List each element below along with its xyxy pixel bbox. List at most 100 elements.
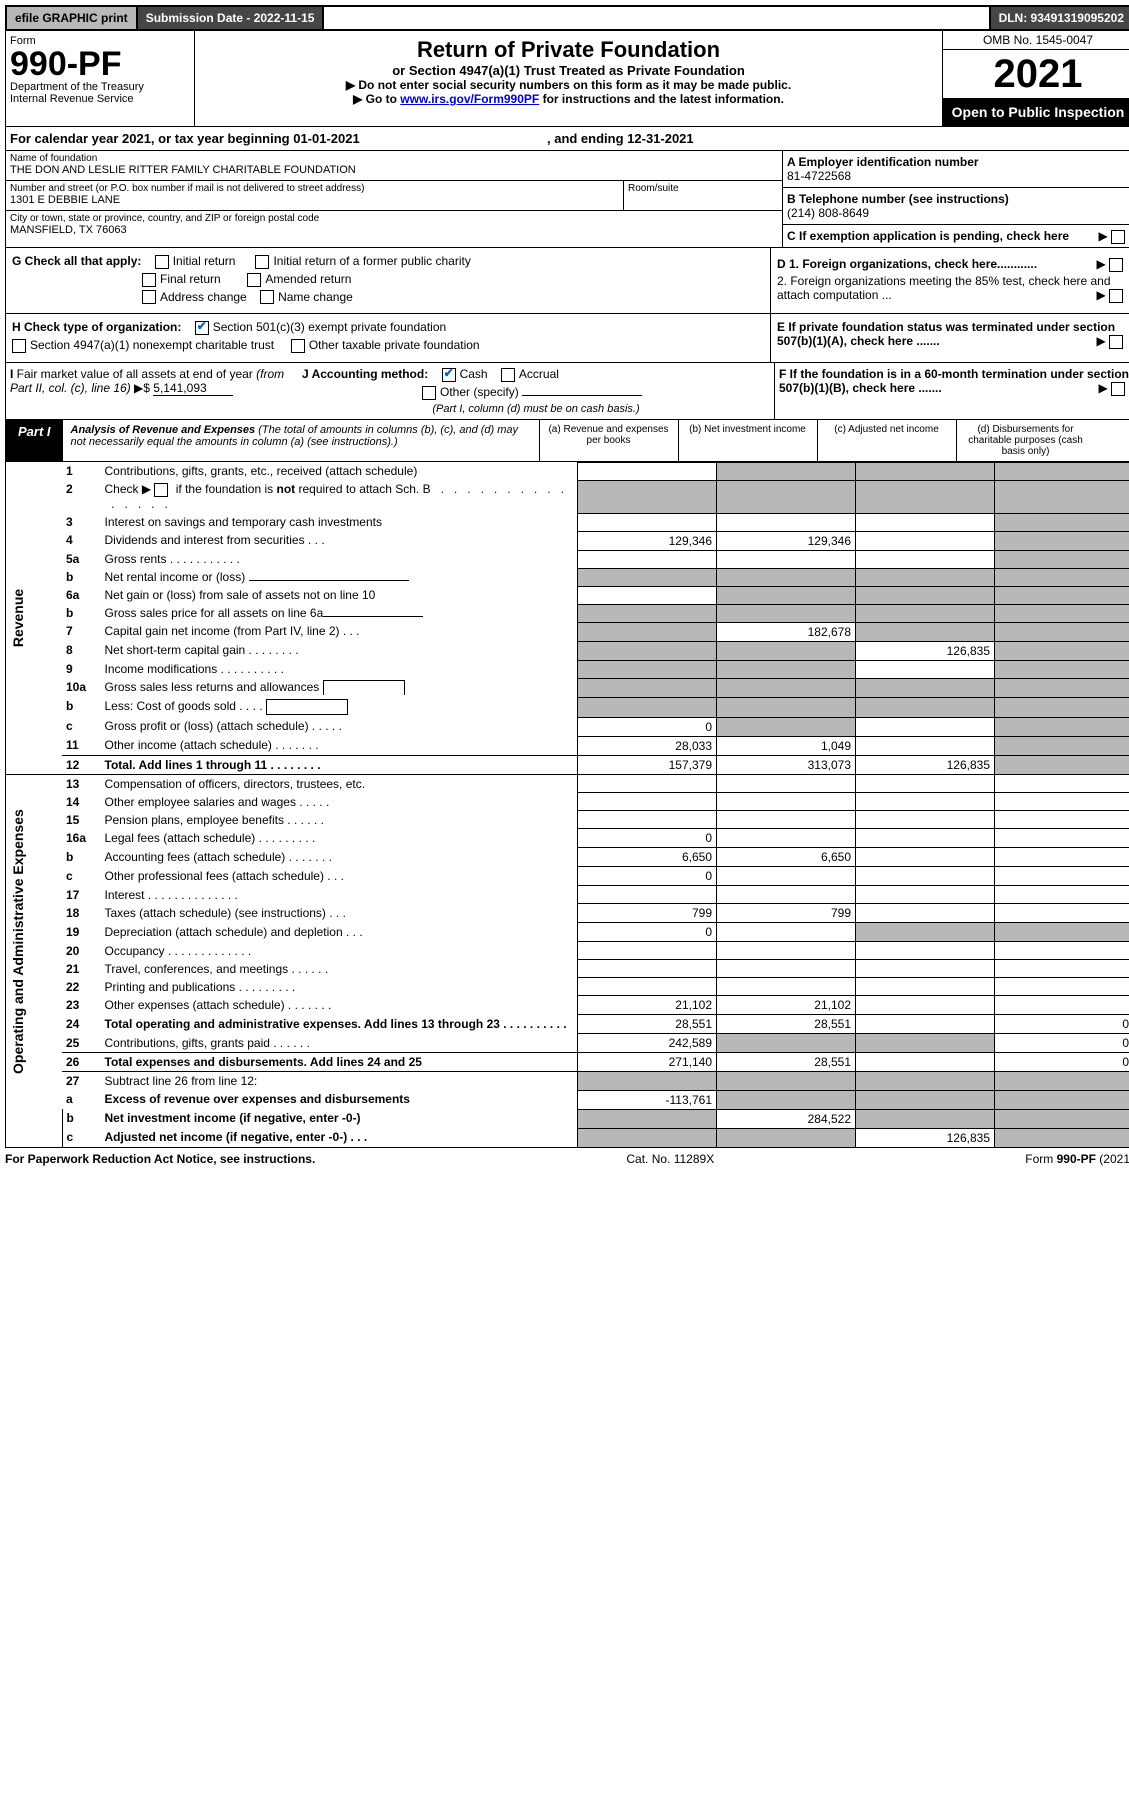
table-row: bNet investment income (if negative, ent… (6, 1109, 1129, 1128)
form-note1: ▶ Do not enter social security numbers o… (201, 78, 936, 92)
entity-left: Name of foundation THE DON AND LESLIE RI… (6, 151, 782, 247)
c-checkbox[interactable] (1111, 230, 1125, 244)
header-center: Return of Private Foundation or Section … (195, 31, 942, 126)
table-row: Revenue 1 Contributions, gifts, grants, … (6, 462, 1129, 480)
entity-section: Name of foundation THE DON AND LESLIE RI… (5, 151, 1129, 248)
g-name-cb[interactable] (260, 290, 274, 304)
e-section: E If private foundation status was termi… (770, 314, 1129, 362)
g-final: Final return (160, 272, 221, 286)
table-row: 11 Other income (attach schedule) . . . … (6, 736, 1129, 755)
ein-value: 81-4722568 (787, 169, 1129, 183)
j-label: J Accounting method: (302, 367, 428, 381)
efile-label: efile GRAPHIC print (7, 7, 138, 29)
col-d-header: (d) Disbursements for charitable purpose… (956, 420, 1095, 461)
city-label: City or town, state or province, country… (6, 211, 782, 224)
street-label: Number and street (or P.O. box number if… (6, 181, 623, 194)
g-address: Address change (160, 290, 247, 304)
footer-right: Form 990-PF (2021) (1025, 1152, 1129, 1166)
h2-label: Section 4947(a)(1) nonexempt charitable … (30, 338, 274, 352)
header-right: OMB No. 1545-0047 2021 Open to Public In… (942, 31, 1129, 126)
form-header: Form 990-PF Department of the Treasury I… (5, 31, 1129, 127)
table-row: bAccounting fees (attach schedule) . . .… (6, 848, 1129, 867)
h1-label: Section 501(c)(3) exempt private foundat… (213, 320, 446, 334)
j-accrual-cb[interactable] (501, 368, 515, 382)
table-row: 5a Gross rents . . . . . . . . . . . (6, 550, 1129, 568)
table-row: 23Other expenses (attach schedule) . . .… (6, 996, 1129, 1015)
schb-cb[interactable] (154, 483, 168, 497)
g-initial-cb[interactable] (155, 255, 169, 269)
col-a-header: (a) Revenue and expenses per books (539, 420, 678, 461)
table-row: 19Depreciation (attach schedule) and dep… (6, 923, 1129, 942)
table-row: b Less: Cost of goods sold . . . . (6, 697, 1129, 717)
table-row: Operating and Administrative Expenses 13… (6, 774, 1129, 793)
city-value: MANSFIELD, TX 76063 (6, 224, 782, 240)
expenses-side-label: Operating and Administrative Expenses (6, 774, 63, 1109)
footer-left: For Paperwork Reduction Act Notice, see … (5, 1152, 315, 1166)
spacer (324, 7, 988, 29)
j-note: (Part I, column (d) must be on cash basi… (302, 403, 770, 415)
cell-c (856, 462, 995, 480)
top-bar: efile GRAPHIC print Submission Date - 20… (5, 5, 1129, 31)
header-left: Form 990-PF Department of the Treasury I… (6, 31, 195, 126)
g-initial-former: Initial return of a former public charit… (273, 254, 470, 268)
j-accrual: Accrual (519, 367, 559, 381)
table-row: 27Subtract line 26 from line 12: (6, 1072, 1129, 1091)
open-inspection: Open to Public Inspection (943, 98, 1129, 126)
h1-cb[interactable] (195, 321, 209, 335)
e-cb[interactable] (1109, 335, 1123, 349)
irs-label: Internal Revenue Service (10, 93, 190, 105)
h-section: H Check type of organization: Section 50… (6, 314, 770, 362)
g-amended-cb[interactable] (247, 273, 261, 287)
table-row: c Gross profit or (loss) (attach schedul… (6, 717, 1129, 736)
f-section: F If the foundation is in a 60-month ter… (774, 363, 1129, 419)
room-label: Room/suite (623, 181, 782, 210)
e-label: E If private foundation status was termi… (777, 320, 1115, 348)
calendar-year-row: For calendar year 2021, or tax year begi… (5, 127, 1129, 151)
g-amended: Amended return (265, 272, 351, 286)
revenue-side-label: Revenue (6, 462, 63, 774)
table-row: 12 Total. Add lines 1 through 11 . . . .… (6, 755, 1129, 774)
ij-section: I Fair market value of all assets at end… (6, 363, 774, 419)
h2-cb[interactable] (12, 339, 26, 353)
table-row: 16aLegal fees (attach schedule) . . . . … (6, 829, 1129, 848)
table-row: 15Pension plans, employee benefits . . .… (6, 811, 1129, 829)
g-final-cb[interactable] (142, 273, 156, 287)
cell-a (578, 462, 717, 480)
foundation-name: THE DON AND LESLIE RITTER FAMILY CHARITA… (6, 164, 782, 180)
f-cb[interactable] (1111, 382, 1125, 396)
table-row: 4 Dividends and interest from securities… (6, 531, 1129, 550)
col-c-header: (c) Adjusted net income (817, 420, 956, 461)
c-label: C If exemption application is pending, c… (787, 229, 1069, 243)
g-address-cb[interactable] (142, 290, 156, 304)
phone-value: (214) 808-8649 (787, 206, 1129, 220)
d-section: D 1. Foreign organizations, check here..… (770, 248, 1129, 313)
h3-cb[interactable] (291, 339, 305, 353)
irs-link[interactable]: www.irs.gov/Form990PF (400, 92, 539, 106)
omb-number: OMB No. 1545-0047 (943, 31, 1129, 50)
j-cash-cb[interactable] (442, 368, 456, 382)
part1-header: Part I Analysis of Revenue and Expenses … (5, 420, 1129, 462)
table-row: 9 Income modifications . . . . . . . . .… (6, 660, 1129, 678)
table-row: 3 Interest on savings and temporary cash… (6, 513, 1129, 531)
table-row: 26Total expenses and disbursements. Add … (6, 1053, 1129, 1072)
phone-label: B Telephone number (see instructions) (787, 192, 1129, 206)
d1-cb[interactable] (1109, 258, 1123, 272)
h-e-section: H Check type of organization: Section 50… (5, 314, 1129, 363)
j-other-cb[interactable] (422, 386, 436, 400)
row-desc: Check ▶ if the foundation is not require… (101, 480, 578, 513)
table-row: 2 Check ▶ if the foundation is not requi… (6, 480, 1129, 513)
table-row: b Net rental income or (loss) (6, 568, 1129, 586)
cell-b (717, 462, 856, 480)
table-row: aExcess of revenue over expenses and dis… (6, 1090, 1129, 1109)
part1-table: Revenue 1 Contributions, gifts, grants, … (5, 462, 1129, 1148)
form-note2: ▶ Go to www.irs.gov/Form990PF for instru… (201, 92, 936, 106)
cal-year-end: , and ending 12-31-2021 (547, 131, 694, 146)
table-row: 14Other employee salaries and wages . . … (6, 793, 1129, 811)
g-initial-former-cb[interactable] (255, 255, 269, 269)
d2-cb[interactable] (1109, 289, 1123, 303)
form-subtitle: or Section 4947(a)(1) Trust Treated as P… (201, 63, 936, 78)
table-row: 17Interest . . . . . . . . . . . . . . (6, 886, 1129, 904)
ein-label: A Employer identification number (787, 155, 1129, 169)
row-desc: Contributions, gifts, grants, etc., rece… (101, 462, 578, 480)
table-row: 24Total operating and administrative exp… (6, 1015, 1129, 1034)
